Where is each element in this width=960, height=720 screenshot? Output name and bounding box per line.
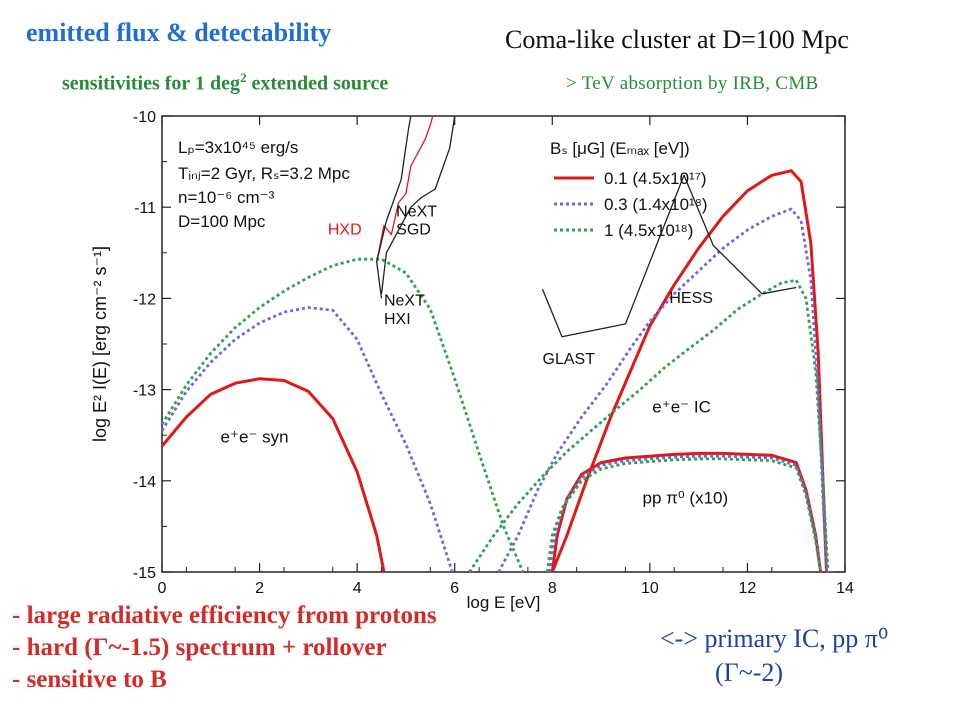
instrument-line-3	[541, 174, 797, 338]
bullet-1: - large radiative efficiency from proton…	[12, 602, 437, 629]
x-tick-label: 8	[548, 580, 557, 597]
param-text-2: n=10⁻⁶ cm⁻³	[178, 188, 275, 207]
subtitle-left: sensitivities for 1 deg2 extended source	[62, 70, 388, 96]
y-tick-label: -10	[133, 109, 156, 126]
x-tick-label: 2	[255, 580, 264, 597]
label-next-sgd-1: NeXT	[396, 203, 437, 220]
bullet-list: - large radiative efficiency from proton…	[12, 600, 437, 696]
subtitle-right: > TeV absorption by IRB, CMB	[566, 73, 819, 94]
legend-label-0: 0.1 (4.5x10¹⁷)	[604, 169, 707, 188]
title-left: emitted flux & detectability	[26, 18, 332, 47]
annotation-ic: e⁺e⁻ IC	[652, 397, 711, 416]
label-next-hxi-1: NeXT	[384, 293, 425, 310]
subtitle-left-post: extended source	[246, 72, 389, 95]
instrument-line-2	[376, 115, 412, 299]
y-tick-label: -13	[133, 383, 156, 400]
bullet-3: - sensitive to B	[12, 666, 167, 693]
y-tick-label: -12	[133, 291, 156, 308]
series-line-3	[550, 169, 828, 573]
instrument-line-1	[380, 115, 456, 294]
x-tick-label: 10	[641, 580, 659, 597]
label-hess: HESS	[669, 290, 713, 307]
series-line-4	[497, 207, 828, 573]
param-text-3: D=100 Mpc	[178, 212, 266, 231]
label-glast: GLAST	[543, 351, 596, 368]
spectrum-chart: 0 2 4 6 8 10 12 14 -15 -14 -13 -12 -11 -10 log E [eV] l…	[90, 109, 854, 612]
x-tick-label: 12	[739, 580, 757, 597]
series-line-5	[468, 278, 830, 573]
label-hxd: HXD	[328, 222, 362, 239]
legend-title: Bₛ [μG] (Eₘₐₓ [eV])	[550, 139, 690, 158]
ic-note-line1: <-> primary IC, pp π⁰	[660, 624, 889, 653]
x-axis-label: log E [eV]	[467, 593, 541, 612]
annotation-pp: pp π⁰ (x10)	[643, 489, 729, 508]
y-tick-label: -11	[134, 200, 156, 217]
plot-frame	[161, 115, 846, 573]
bullet-2: - hard (Γ~-1.5) spectrum + rollover	[12, 634, 387, 661]
title-right: Coma-like cluster at D=100 Mpc	[505, 25, 849, 54]
label-next-sgd-2: SGD	[396, 222, 431, 239]
series-line-6	[550, 451, 823, 573]
legend-label-2: 1 (4.5x10¹⁸)	[604, 221, 693, 240]
subtitle-left-pre: sensitivities for 1 deg	[62, 72, 240, 95]
x-tick-label: 4	[353, 580, 362, 597]
ic-note-line2: (Γ~-2)	[715, 658, 784, 687]
legend-label-1: 0.3 (1.4x10¹⁸)	[604, 195, 708, 214]
label-next-hxi-2: HXI	[384, 311, 411, 328]
x-tick-label: 0	[158, 580, 167, 597]
series-line-2	[160, 257, 525, 573]
y-axis-label: log E² I(E) [erg cm⁻² s⁻¹]	[90, 246, 110, 442]
param-text-1: Tᵢₙⱼ=2 Gyr, Rₛ=3.2 Mpc	[178, 164, 350, 183]
subtitle-left-sup: 2	[239, 70, 247, 85]
x-tick-label: 14	[836, 580, 854, 597]
annotation-syn: e⁺e⁻ syn	[221, 427, 289, 446]
x-tick-label: 6	[450, 580, 459, 597]
series-line-1	[160, 306, 454, 573]
series-line-0	[160, 377, 386, 573]
instrument-line-0	[376, 115, 434, 263]
y-tick-label: -15	[133, 565, 156, 582]
y-tick-label: -14	[133, 474, 156, 491]
param-text-0: Lₚ=3x10⁴⁵ erg/s	[178, 138, 298, 157]
ic-note: <-> primary IC, pp π⁰ (Γ~-2)	[660, 622, 888, 690]
